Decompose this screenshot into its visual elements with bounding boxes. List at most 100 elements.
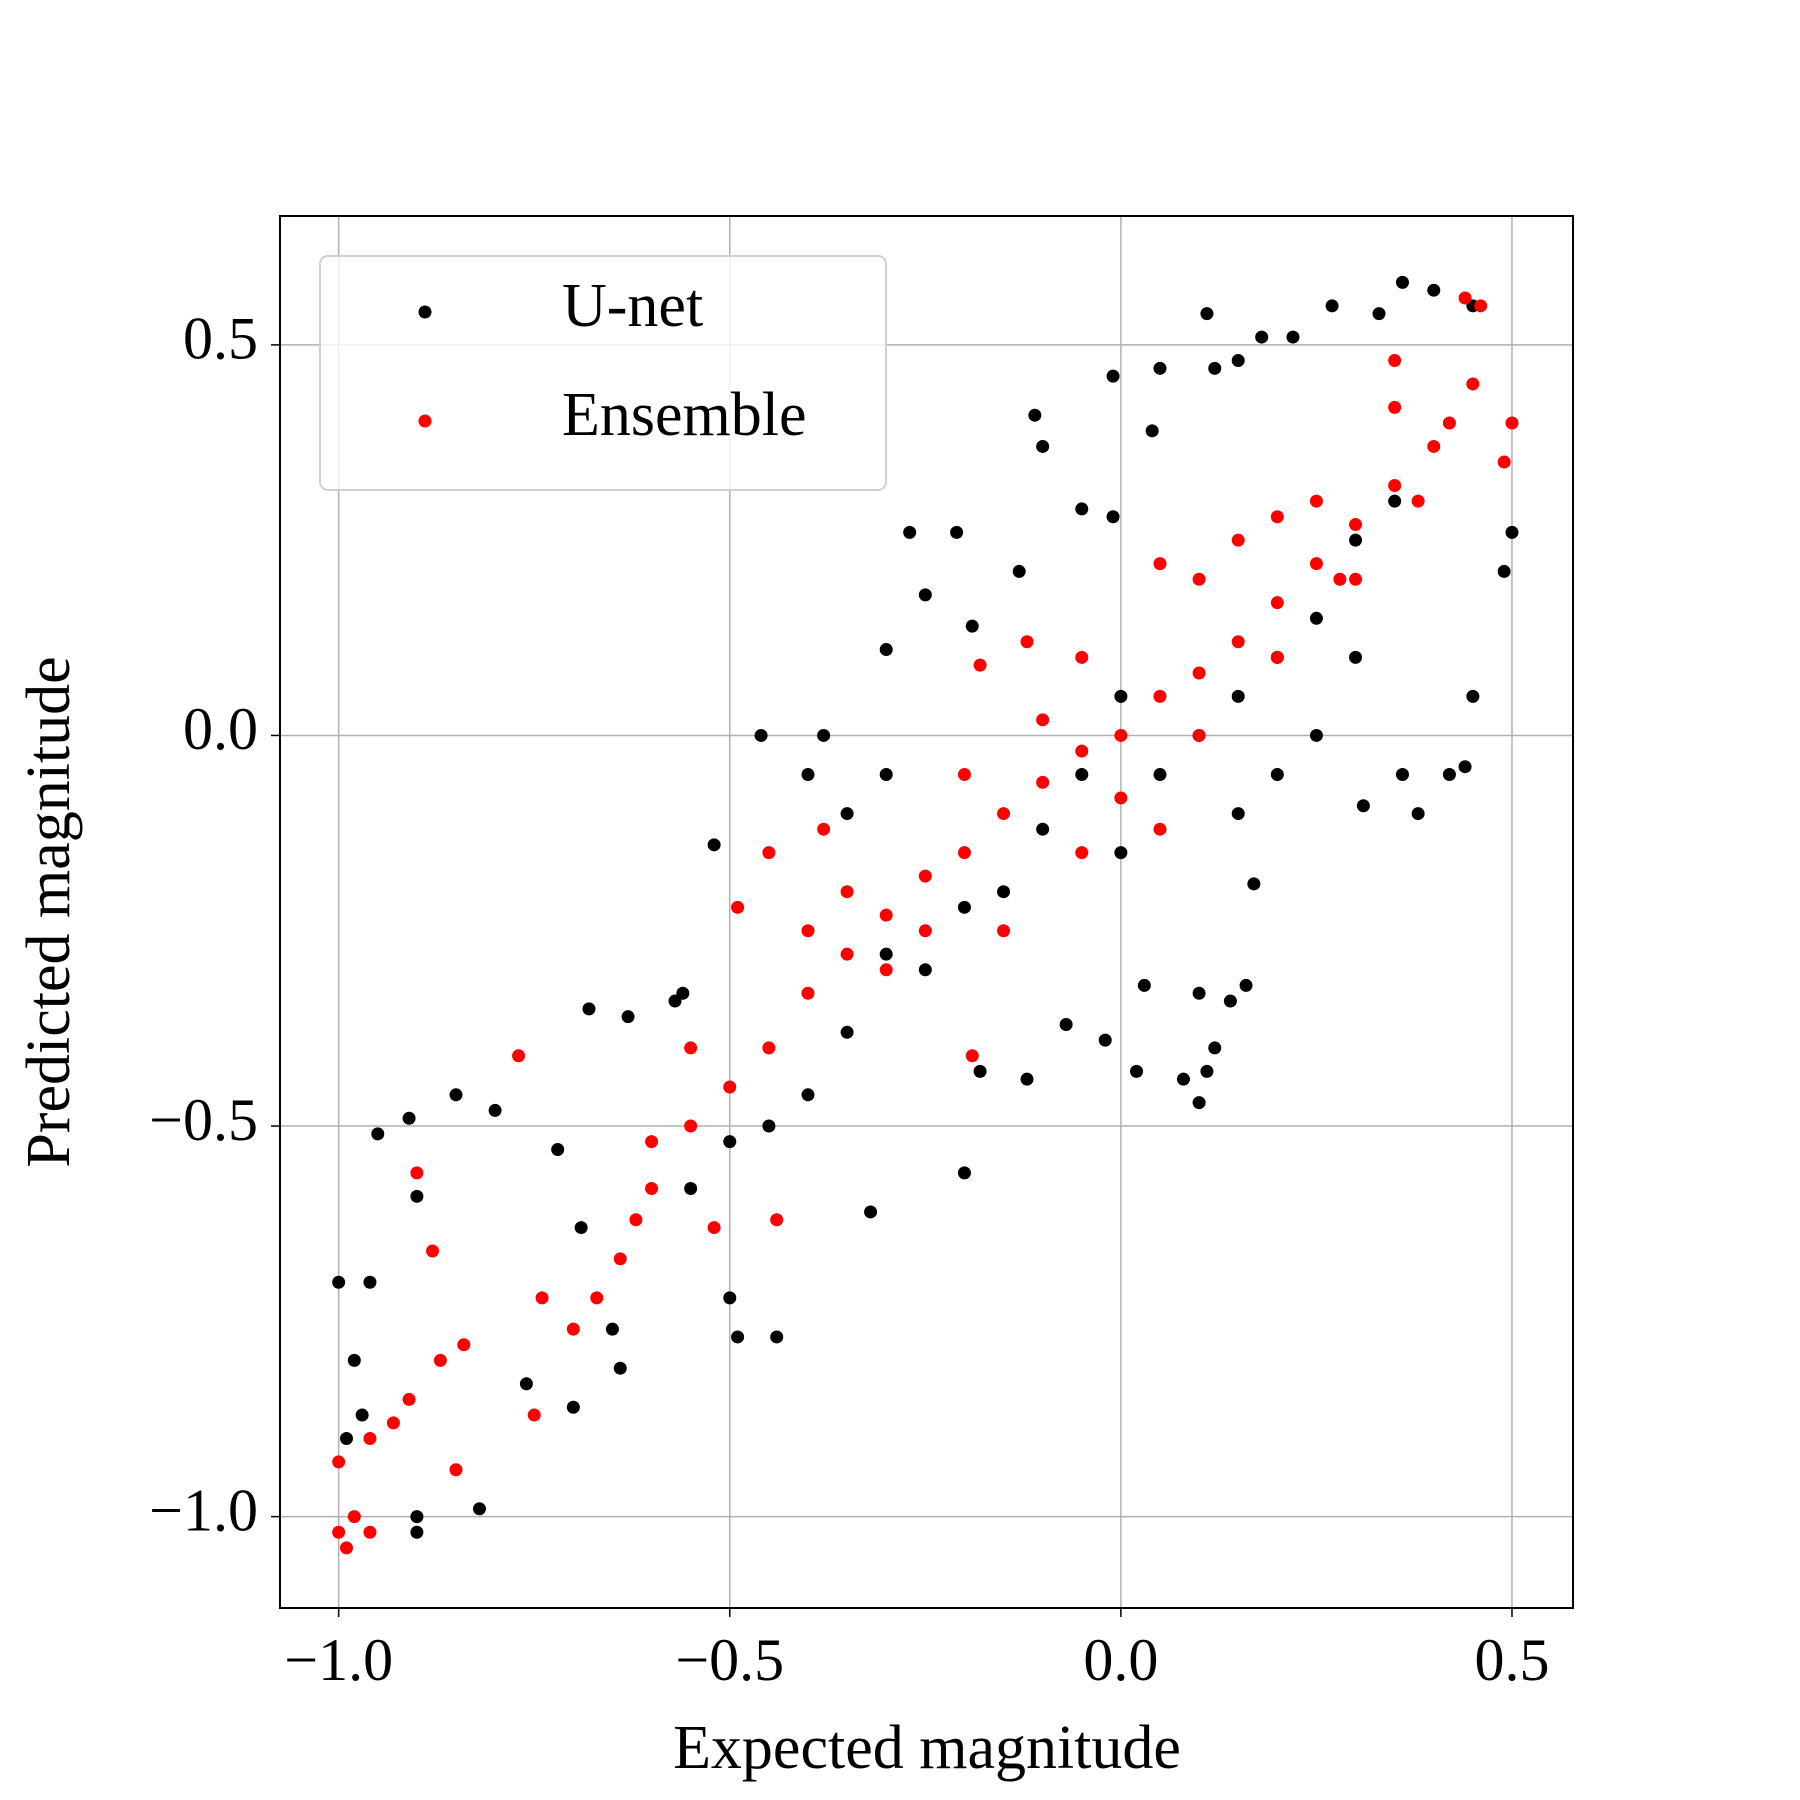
scatter-point bbox=[801, 768, 815, 782]
scatter-point bbox=[817, 728, 831, 742]
scatter-point bbox=[997, 924, 1011, 938]
scatter-point bbox=[582, 1002, 596, 1016]
scatter-point bbox=[1075, 744, 1089, 758]
scatter-point bbox=[613, 1252, 627, 1266]
scatter-point bbox=[1153, 361, 1167, 375]
y-axis-label: Predicted magnitude bbox=[15, 656, 83, 1167]
scatter-point bbox=[723, 1080, 737, 1094]
scatter-point bbox=[457, 1338, 471, 1352]
legend-label: U-net bbox=[562, 272, 703, 340]
scatter-point bbox=[1286, 330, 1300, 344]
scatter-point bbox=[801, 986, 815, 1000]
scatter-point bbox=[1106, 510, 1120, 524]
scatter-point bbox=[918, 869, 932, 883]
scatter-point bbox=[371, 1127, 385, 1141]
scatter-point bbox=[770, 1330, 784, 1344]
scatter-point bbox=[1192, 666, 1206, 680]
scatter-point bbox=[1036, 822, 1050, 836]
scatter-point bbox=[1388, 478, 1402, 492]
legend-label: Ensemble bbox=[562, 381, 807, 449]
scatter-point bbox=[840, 807, 854, 821]
scatter-point bbox=[645, 1135, 659, 1149]
scatter-point bbox=[1231, 807, 1245, 821]
legend-marker bbox=[418, 414, 432, 428]
x-tick-label: 0.0 bbox=[1083, 1627, 1158, 1693]
scatter-point bbox=[449, 1463, 463, 1477]
scatter-point bbox=[957, 1166, 971, 1180]
scatter-point bbox=[1395, 768, 1409, 782]
scatter-point bbox=[1059, 1017, 1073, 1031]
scatter-point bbox=[1309, 494, 1323, 508]
scatter-point bbox=[1145, 424, 1159, 438]
scatter-point bbox=[1200, 1064, 1214, 1078]
scatter-point bbox=[707, 838, 721, 852]
scatter-point bbox=[1106, 369, 1120, 383]
scatter-point bbox=[879, 963, 893, 977]
scatter-point bbox=[433, 1353, 447, 1367]
scatter-point bbox=[410, 1166, 424, 1180]
scatter-point bbox=[707, 1221, 721, 1235]
scatter-point bbox=[1130, 1064, 1144, 1078]
scatter-point bbox=[1192, 986, 1206, 1000]
scatter-point bbox=[1372, 307, 1386, 321]
scatter-point bbox=[1239, 978, 1253, 992]
scatter-point bbox=[817, 822, 831, 836]
scatter-point bbox=[1505, 525, 1519, 539]
scatter-point bbox=[1192, 728, 1206, 742]
scatter-point bbox=[1200, 307, 1214, 321]
scatter-point bbox=[1036, 439, 1050, 453]
scatter-point bbox=[1349, 650, 1363, 664]
scatter-point bbox=[1349, 572, 1363, 586]
scatter-point bbox=[1114, 846, 1128, 860]
scatter-point bbox=[1333, 572, 1347, 586]
scatter-point bbox=[1325, 299, 1339, 313]
scatter-point bbox=[1208, 361, 1222, 375]
scatter-point bbox=[1247, 877, 1261, 891]
scatter-point bbox=[762, 1041, 776, 1055]
scatter-point bbox=[386, 1416, 400, 1430]
y-tick-label: 0.5 bbox=[183, 306, 258, 372]
scatter-point bbox=[629, 1213, 643, 1227]
scatter-point bbox=[402, 1111, 416, 1125]
scatter-point bbox=[840, 885, 854, 899]
scatter-point bbox=[801, 924, 815, 938]
scatter-point bbox=[410, 1525, 424, 1539]
scatter-point bbox=[1153, 768, 1167, 782]
scatter-point bbox=[840, 947, 854, 961]
scatter-point bbox=[1231, 354, 1245, 368]
scatter-point bbox=[645, 1182, 659, 1196]
scatter-point bbox=[402, 1392, 416, 1406]
scatter-point bbox=[363, 1431, 377, 1445]
scatter-point bbox=[519, 1377, 533, 1391]
scatter-point bbox=[754, 728, 768, 742]
scatter-point bbox=[1114, 728, 1128, 742]
scatter-point bbox=[1255, 330, 1269, 344]
scatter-point bbox=[801, 1088, 815, 1102]
scatter-point bbox=[551, 1142, 565, 1156]
scatter-point bbox=[1075, 846, 1089, 860]
scatter-point bbox=[1356, 799, 1370, 813]
scatter-point bbox=[605, 1322, 619, 1336]
scatter-point bbox=[676, 986, 690, 1000]
scatter-point bbox=[684, 1182, 698, 1196]
scatter-point bbox=[1231, 635, 1245, 649]
y-tick-label: 0.0 bbox=[183, 696, 258, 762]
scatter-point bbox=[410, 1510, 424, 1524]
scatter-point bbox=[1388, 354, 1402, 368]
scatter-point bbox=[621, 1010, 635, 1024]
scatter-point bbox=[1192, 1096, 1206, 1110]
scatter-point bbox=[1309, 557, 1323, 571]
scatter-point bbox=[1075, 650, 1089, 664]
scatter-point bbox=[684, 1041, 698, 1055]
scatter-point bbox=[1270, 650, 1284, 664]
scatter-point bbox=[1427, 439, 1441, 453]
scatter-point bbox=[1466, 689, 1480, 703]
scatter-point bbox=[1395, 275, 1409, 289]
scatter-point bbox=[1411, 494, 1425, 508]
legend-marker bbox=[418, 305, 432, 319]
scatter-point bbox=[1442, 768, 1456, 782]
scatter-point bbox=[1411, 807, 1425, 821]
scatter-point bbox=[1458, 760, 1472, 774]
scatter-point bbox=[879, 908, 893, 922]
